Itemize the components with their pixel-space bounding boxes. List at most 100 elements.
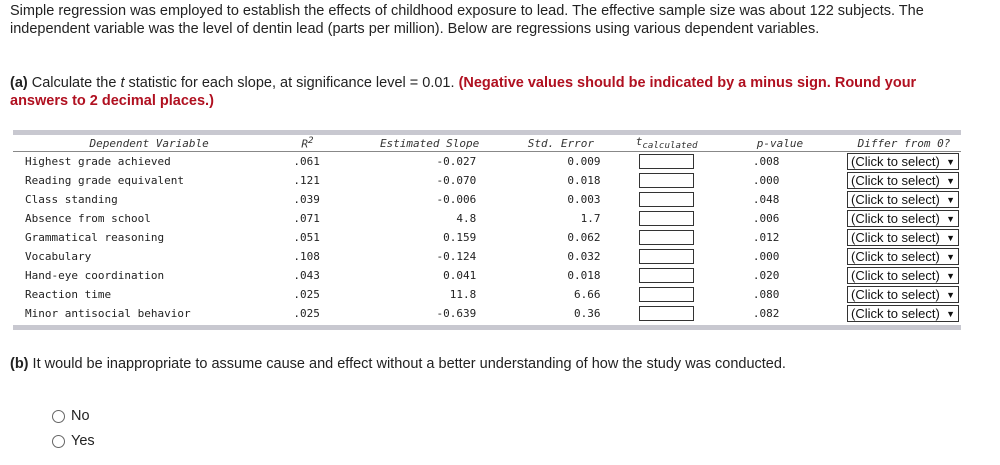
t-calculated-input[interactable] [639,249,695,265]
t-calculated-input[interactable] [639,268,695,284]
t-calculated-input[interactable] [639,211,695,227]
cell-slope: 0.041 [443,269,477,283]
t-calculated-input[interactable] [639,287,695,303]
cell-variable: Reading grade equivalent [25,174,184,188]
cell-std-error: 0.032 [567,250,601,264]
header-differ-from-zero: Differ from 0? [846,135,961,153]
cell-r2: .039 [293,193,320,207]
cell-r2: .061 [293,155,320,169]
cell-r2: .025 [293,307,320,321]
part-b-label: (b) [10,356,29,372]
table-row: Grammatical reasoning .051 0.159 0.062 .012 (… [13,228,961,247]
part-a-prompt: (a) Calculate the t statistic for each s… [10,74,970,110]
cell-t-calculated [620,285,712,304]
table-header-row: Dependent Variable R2 Estimated Slope St… [13,135,961,153]
cell-std-error: 0.36 [573,307,601,321]
cell-t-calculated [620,209,712,228]
table-bottom-rule [13,325,961,331]
cell-slope: -0.070 [436,174,477,188]
regression-table: Dependent Variable R2 Estimated Slope St… [13,130,961,331]
cell-p-value: .080 [752,288,780,302]
cell-differ-from-zero: (Click to select) ▼ [846,266,961,285]
cell-std-error: 6.66 [573,288,601,302]
cell-std-error: 0.062 [567,231,601,245]
differ-select-value: (Click to select) [850,211,940,227]
differ-select-value: (Click to select) [850,287,940,303]
chevron-down-icon: ▼ [946,175,955,186]
cell-differ-from-zero: (Click to select) ▼ [846,152,961,172]
cell-r2: .025 [293,288,320,302]
cell-std-error: 0.009 [567,155,601,169]
cell-slope: 4.8 [456,212,477,226]
option-no[interactable]: No [52,408,90,424]
cell-std-error: 0.018 [567,174,601,188]
t-calculated-input[interactable] [639,192,695,208]
chevron-down-icon: ▼ [946,156,955,167]
chevron-down-icon: ▼ [946,270,955,281]
t-calculated-input[interactable] [639,230,695,246]
cell-r2: .071 [293,212,320,226]
cell-p-value: .048 [752,193,780,207]
chevron-down-icon: ▼ [946,308,955,319]
cell-differ-from-zero: (Click to select) ▼ [846,247,961,266]
differ-select[interactable]: (Click to select) ▼ [846,248,959,266]
chevron-down-icon: ▼ [946,194,955,205]
t-calculated-input[interactable] [639,173,695,189]
differ-select-value: (Click to select) [850,154,940,170]
differ-select-value: (Click to select) [850,306,940,322]
cell-variable: Highest grade achieved [25,155,171,169]
cell-std-error: 0.018 [567,269,601,283]
differ-select-value: (Click to select) [850,268,940,284]
differ-select-value: (Click to select) [850,192,940,208]
cell-slope: 0.159 [443,231,477,245]
cell-r2: .051 [293,231,320,245]
header-dependent-variable: Dependent Variable [13,135,286,153]
differ-select[interactable]: (Click to select) ▼ [846,305,959,323]
cell-differ-from-zero: (Click to select) ▼ [846,209,961,228]
cell-t-calculated [620,247,712,266]
differ-select[interactable]: (Click to select) ▼ [846,153,959,171]
cell-slope: -0.006 [436,193,477,207]
differ-select[interactable]: (Click to select) ▼ [846,267,959,285]
radio-yes[interactable] [52,434,65,448]
differ-select[interactable]: (Click to select) ▼ [846,210,959,228]
cell-variable: Absence from school [25,212,151,226]
cell-r2: .043 [293,269,320,283]
table-row: Vocabulary .108 -0.124 0.032 .000 (Click to s… [13,247,961,266]
header-r2: R2 [285,135,359,153]
header-t-calculated: tcalculated [620,135,713,153]
cell-p-value: .012 [752,231,780,245]
part-a-instruction: (Negative values should be indicated by … [10,75,917,109]
cell-p-value: .000 [752,250,780,264]
t-calculated-input[interactable] [639,306,695,322]
table-row: Hand-eye coordination .043 0.041 0.018 .020 (… [13,266,961,285]
cell-differ-from-zero: (Click to select) ▼ [846,190,961,209]
table-row: Absence from school .071 4.8 1.7 .006 (Click … [13,209,961,228]
differ-select[interactable]: (Click to select) ▼ [846,172,959,190]
differ-select-value: (Click to select) [850,249,940,265]
cell-t-calculated [620,228,712,247]
option-no-label: No [71,408,90,424]
t-calculated-input[interactable] [639,154,695,170]
table-row: Minor antisocial behavior .025 -0.639 0.36.… [13,304,961,323]
radio-no[interactable] [52,409,65,423]
table-row: Highest grade achieved .061 -0.027 0.009 .00… [13,152,961,172]
cell-slope: -0.027 [436,155,477,169]
differ-select[interactable]: (Click to select) ▼ [846,286,959,304]
cell-p-value: .082 [752,307,780,321]
cell-std-error: 1.7 [580,212,601,226]
cell-slope: -0.124 [436,250,477,264]
cell-t-calculated [620,190,712,209]
table-row: Reading grade equivalent .121 -0.070 0.018.… [13,171,961,190]
part-a-text-1: Calculate the [31,75,121,91]
cell-differ-from-zero: (Click to select) ▼ [846,285,961,304]
differ-select-value: (Click to select) [850,173,940,189]
part-b-text: It would be inappropriate to assume caus… [28,356,786,372]
table-top-rule [13,130,961,135]
cell-r2: .121 [293,174,320,188]
differ-select[interactable]: (Click to select) ▼ [846,191,959,209]
option-yes[interactable]: Yes [52,433,95,449]
part-a-label: (a) [10,75,28,91]
cell-p-value: .008 [752,155,780,169]
differ-select[interactable]: (Click to select) ▼ [846,229,959,247]
